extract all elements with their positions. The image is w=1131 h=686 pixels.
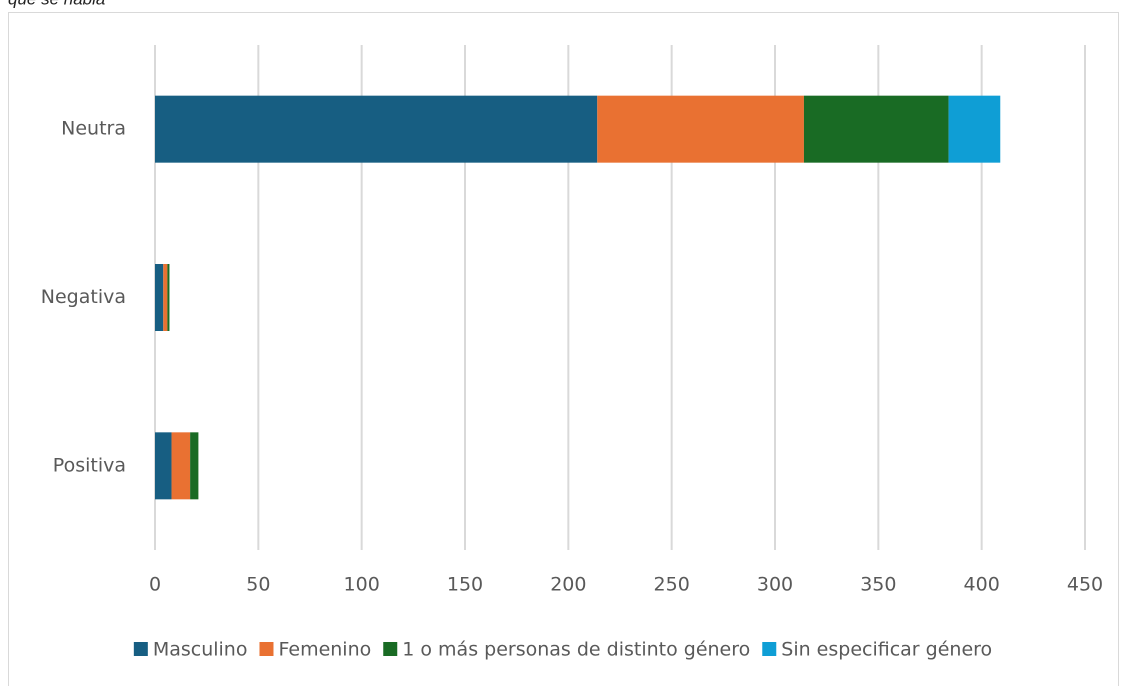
legend-swatch <box>762 642 777 656</box>
bar-segment <box>948 95 1001 163</box>
legend-swatch <box>383 642 398 656</box>
legend-label: 1 o más personas de distinto género <box>402 639 750 661</box>
x-tick-label: 250 <box>654 574 690 596</box>
y-tick-label: Negativa <box>41 286 126 308</box>
x-tick-label: 0 <box>149 574 161 596</box>
bar-segment <box>190 432 199 500</box>
x-tick-label: 400 <box>964 574 1000 596</box>
legend-label: Femenino <box>278 639 371 661</box>
legend-swatch <box>259 642 274 656</box>
bar-segment <box>155 95 598 163</box>
x-tick-label: 350 <box>860 574 896 596</box>
bar-segment <box>167 264 170 331</box>
x-tick-label: 150 <box>447 574 483 596</box>
x-tick-label: 300 <box>757 574 793 596</box>
legend-label: Masculino <box>153 639 248 661</box>
x-tick-label: 100 <box>344 574 380 596</box>
bar-segment <box>155 264 164 331</box>
legend-label: Sin especificar género <box>781 639 992 661</box>
bar-segment <box>155 432 172 500</box>
chart-title: que se habla <box>8 0 105 8</box>
bar-segment <box>163 264 168 331</box>
bar-segment <box>597 95 804 163</box>
x-tick-label: 200 <box>550 574 586 596</box>
x-tick-label: 450 <box>1067 574 1103 596</box>
bar-segment <box>803 95 949 163</box>
bar-segment <box>171 432 191 500</box>
y-tick-label: Positiva <box>53 454 126 476</box>
y-tick-label: Neutra <box>61 118 126 140</box>
x-tick-label: 50 <box>246 574 270 596</box>
legend-swatch <box>133 642 148 656</box>
